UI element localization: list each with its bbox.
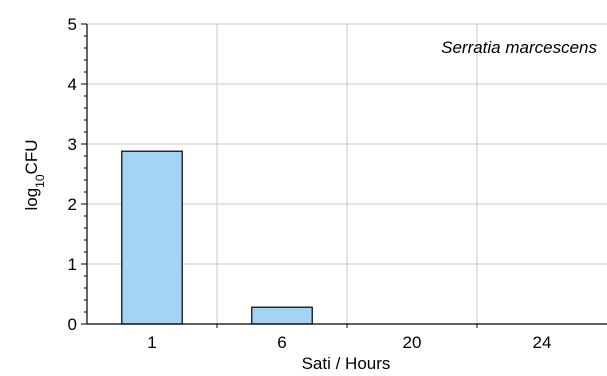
x-tick-label: 20	[403, 333, 422, 352]
bar-6	[251, 306, 313, 325]
x-tick-label: 24	[533, 333, 552, 352]
y-tick-label: 3	[68, 135, 77, 154]
chart-annotation: Serratia marcescens	[441, 38, 597, 57]
y-tick-label: 4	[68, 75, 77, 94]
y-axis-title-subscript: 10	[33, 174, 47, 188]
x-tick-label: 1	[147, 333, 156, 352]
y-tick-label: 0	[68, 315, 77, 334]
bars	[121, 150, 313, 325]
bar-1	[121, 150, 183, 325]
x-axis-title: Sati / Hours	[302, 354, 391, 373]
y-axis-title: log10CFU	[22, 140, 47, 211]
y-tick-label: 5	[68, 15, 77, 34]
y-tick-label: 1	[68, 255, 77, 274]
x-tick-label: 6	[277, 333, 286, 352]
y-axis-title-base: log	[22, 188, 41, 211]
y-axis-title-rest: CFU	[22, 140, 41, 175]
y-tick-label: 2	[68, 195, 77, 214]
axes	[81, 23, 607, 328]
